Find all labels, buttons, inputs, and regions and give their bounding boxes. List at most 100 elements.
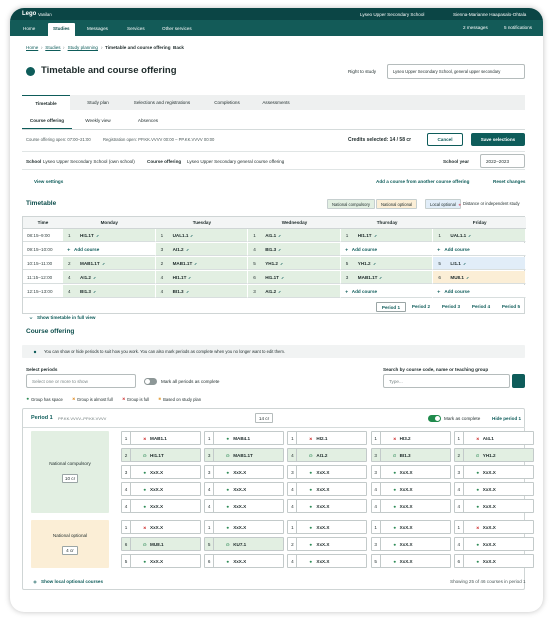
add-course-cell[interactable]: Add course xyxy=(63,243,156,256)
save-button[interactable]: Save selections xyxy=(471,133,525,146)
nav-item[interactable]: Messages xyxy=(87,26,108,31)
course-code: XxX.X xyxy=(399,542,413,547)
course-option[interactable]: 4 XxX.X xyxy=(287,499,368,513)
search-input[interactable]: Type... xyxy=(383,374,510,388)
search-button[interactable] xyxy=(512,374,525,388)
breadcrumb-item[interactable]: Studies xyxy=(45,45,61,50)
group-number: 2 xyxy=(455,449,464,462)
nav-item[interactable]: Studies xyxy=(48,23,75,36)
course-option[interactable]: 3 BI1.3 xyxy=(370,448,451,462)
time-cell: 09:15–10:00 xyxy=(23,243,63,256)
course-cell: 4 BI1.3 xyxy=(248,243,341,256)
user-menu[interactable]: Sienna-Marianne Haapasalo-Ohtala xyxy=(453,11,527,17)
course-option[interactable]: 5 XxX.X xyxy=(370,554,451,568)
course-option[interactable]: 5 XxX.X xyxy=(121,554,201,568)
full-view-link[interactable]: Show timetable in full view xyxy=(37,315,96,320)
breadcrumb-item[interactable]: Study planning xyxy=(67,45,98,50)
tab[interactable]: Selections and registrations xyxy=(133,100,191,105)
course-option[interactable]: 6 XxX.X xyxy=(453,554,534,568)
course-option[interactable]: 4 XxX.X xyxy=(121,482,201,496)
x-icon xyxy=(72,397,75,401)
course-option[interactable]: 6 MU8.1 xyxy=(121,537,201,551)
course-option[interactable]: 1 XxX.X xyxy=(370,520,451,534)
course-option[interactable]: 4 XxX.X xyxy=(287,482,368,496)
add-course-link[interactable]: Add a course from another course offerin… xyxy=(376,179,470,184)
course-option[interactable]: 3 XxX.X xyxy=(370,537,451,551)
show-local-link[interactable]: Show local optional courses xyxy=(41,579,104,584)
course-option[interactable]: 1 AI4.1 xyxy=(453,431,534,445)
subtab[interactable]: Course offering xyxy=(22,115,72,129)
mark-all-toggle[interactable] xyxy=(144,377,157,385)
course-cell: 5 YH1.2 xyxy=(340,257,434,270)
add-course-cell[interactable]: Add course xyxy=(340,285,434,298)
dot-icon xyxy=(226,505,229,508)
tab[interactable]: Timetable xyxy=(22,95,70,110)
tab[interactable]: Assessments xyxy=(262,100,290,105)
course-option[interactable]: 3 XxX.X xyxy=(453,465,534,479)
course-option[interactable]: 4 XxX.X xyxy=(121,499,201,513)
course-option[interactable]: 1 XxX.X xyxy=(121,520,201,534)
notifications-link[interactable]: 5 notifications xyxy=(504,25,533,30)
course-option[interactable]: 2 HI1.1T xyxy=(121,448,201,462)
period-button[interactable]: Period 2 xyxy=(411,304,431,309)
course-option[interactable]: 4 AI1.2 xyxy=(287,448,368,462)
course-option[interactable]: 1 XxX.X xyxy=(453,520,534,534)
nav-item[interactable]: Home xyxy=(23,26,36,31)
view-settings-link[interactable]: View settings xyxy=(34,179,64,184)
course-option[interactable]: 4 XxX.X xyxy=(453,537,534,551)
school-switcher[interactable]: Lyseo Upper Secondary School xyxy=(360,11,425,17)
reset-link[interactable]: Reset changes xyxy=(493,179,526,184)
nav-item[interactable]: Services xyxy=(127,26,145,31)
periods-select[interactable]: Select one or more to show xyxy=(26,374,136,388)
course-option[interactable]: 4 XxX.X xyxy=(287,554,368,568)
course-option[interactable]: 4 XxX.X xyxy=(453,499,534,513)
course-option[interactable]: 1 XxX.X xyxy=(287,520,368,534)
period-button[interactable]: Period 3 xyxy=(441,304,461,309)
course-option[interactable]: 3 XxX.X xyxy=(287,465,368,479)
right-to-study-select[interactable]: Lyseo Upper Secondary School, general up… xyxy=(387,64,525,79)
course-option[interactable]: 5 KU7.1 xyxy=(204,537,285,551)
course-option[interactable]: 3 XxX.X xyxy=(121,465,201,479)
messages-link[interactable]: 2 messages xyxy=(463,25,488,30)
course-option[interactable]: 4 XxX.X xyxy=(204,499,285,513)
course-option[interactable]: 3 XxX.X xyxy=(370,465,451,479)
add-course-cell[interactable]: Add course xyxy=(340,243,434,256)
period-button[interactable]: Period 4 xyxy=(471,304,491,309)
subtab[interactable]: Weekly view xyxy=(85,118,111,123)
course-option[interactable]: 1 MAB1.1 xyxy=(121,431,201,445)
course-option[interactable]: 6 XxX.X xyxy=(204,554,285,568)
course-option[interactable]: 4 XxX.X xyxy=(370,482,451,496)
period-button[interactable]: Period 5 xyxy=(501,304,521,309)
course-option[interactable]: 1 HI2.1 xyxy=(287,431,368,445)
group-number: 4 xyxy=(288,483,298,496)
dot-icon xyxy=(458,203,461,206)
course-option[interactable]: 3 XxX.X xyxy=(204,465,285,479)
course-option[interactable]: 4 XxX.X xyxy=(204,482,285,496)
subtab[interactable]: Absences xyxy=(137,118,159,123)
course-option[interactable]: 1 MAB4.1 xyxy=(204,431,285,445)
course-option[interactable]: 1 XxX.X xyxy=(204,520,285,534)
back-link[interactable]: Back xyxy=(173,45,184,50)
add-course-cell[interactable]: Add course xyxy=(433,243,526,256)
course-code: MAB1.1 xyxy=(150,436,167,441)
course-option[interactable]: 3 MAB1.1T xyxy=(204,448,285,462)
tab[interactable]: Completions xyxy=(214,100,240,105)
course-option[interactable]: 4 XxX.X xyxy=(453,482,534,496)
breadcrumb-item[interactable]: Home xyxy=(26,45,39,50)
course-option[interactable]: 4 XxX.X xyxy=(370,499,451,513)
check-icon xyxy=(143,453,147,457)
nav-item[interactable]: Other services xyxy=(162,26,192,31)
add-course-cell[interactable]: Add course xyxy=(433,285,526,298)
period-button[interactable]: Period 1 xyxy=(376,302,406,312)
course-option[interactable]: 2 XxX.X xyxy=(287,537,368,551)
course-cell: 3 AI1.2 xyxy=(155,243,249,256)
tab[interactable]: Study plan xyxy=(87,100,109,105)
time-cell: 10:15–11:00 xyxy=(23,257,63,270)
cancel-button[interactable]: Cancel xyxy=(427,133,463,146)
course-option[interactable]: 1 HI3.2 xyxy=(370,431,451,445)
school-year-select[interactable]: 2022–2023 xyxy=(480,154,525,168)
mark-complete-toggle[interactable] xyxy=(428,414,441,422)
course-option[interactable]: 2 YH1.2 xyxy=(453,448,534,462)
time-cell: 12:15–13:00 xyxy=(23,285,63,298)
hide-period-link[interactable]: Hide period 1 xyxy=(492,416,522,421)
